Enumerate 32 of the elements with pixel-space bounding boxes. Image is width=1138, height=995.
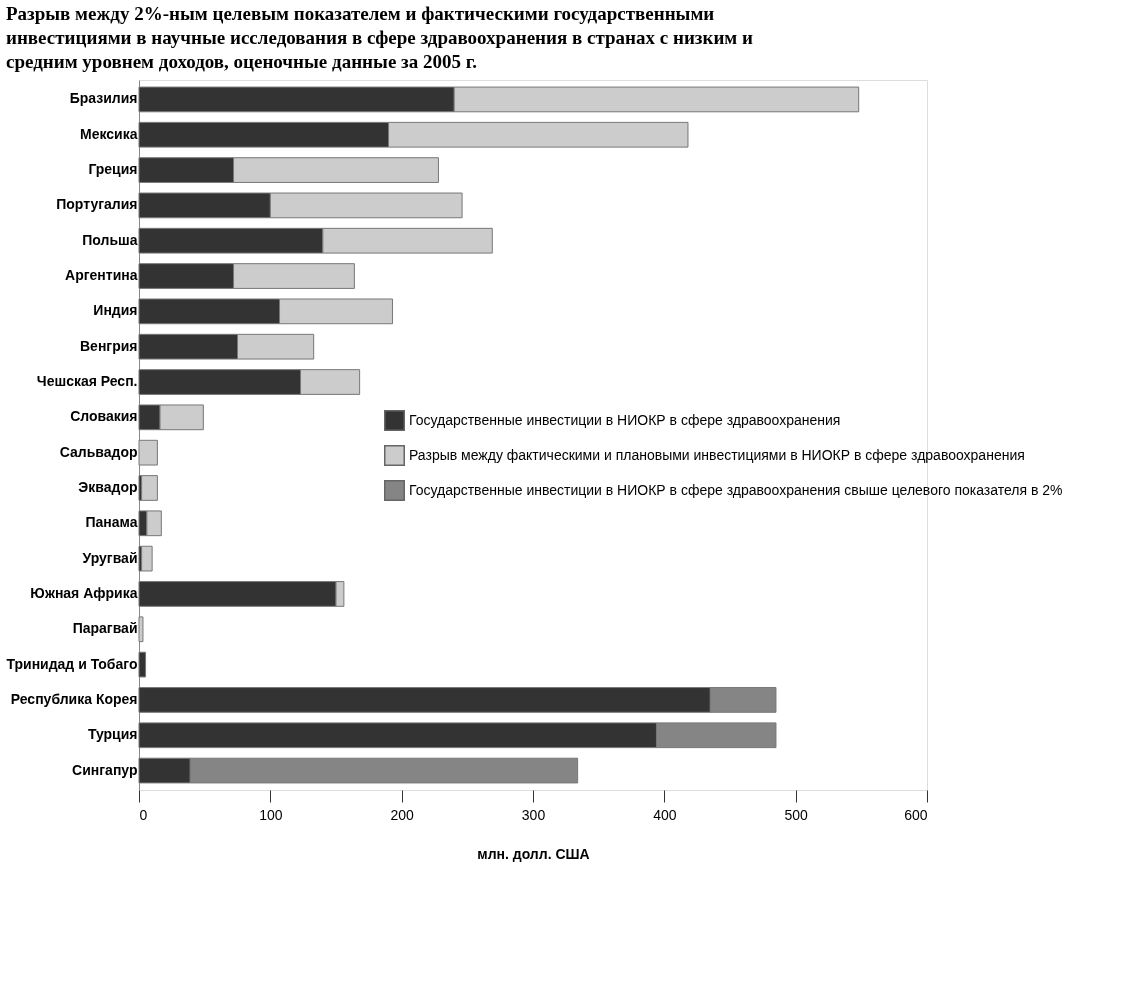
y-tick-label: Португалия [56, 196, 138, 213]
chart-title: Разрыв между 2%-ным целевым показателем и фактическими государственными инвестициями в научные исследования в сфере здравоохранения в странах с низким и средним уровнем доходов, оценочные данные за 2005 г. [5, 3, 754, 72]
y-tick-label: Польша [82, 231, 138, 248]
y-tick-label: Бразилия [69, 90, 138, 107]
x-axis-title: млн. долл. США [477, 845, 590, 862]
y-tick-label: Чешская Респ. [36, 373, 138, 390]
y-tick-label: Тринидад и Тобаго [6, 655, 138, 672]
y-tick-label: Парагвай [72, 620, 138, 637]
y-tick-label: Сальвадор [59, 443, 138, 460]
y-tick-label: Мексика [80, 125, 138, 142]
y-tick-label: Аргентина [65, 267, 138, 284]
y-tick-label: Венгрия [79, 337, 138, 354]
y-tick-label: Республика Корея [10, 690, 138, 707]
x-tick-label: 100 [259, 806, 283, 823]
y-tick-label: Уругвай [82, 549, 138, 566]
y-tick-label: Сингапур [72, 761, 138, 778]
y-tick-label: Эквадор [78, 478, 138, 495]
x-tick-label: 400 [653, 806, 677, 823]
y-tick-label: Турция [87, 726, 138, 743]
y-tick-label: Греция [88, 161, 138, 178]
y-tick-label: Словакия [70, 408, 138, 425]
legend-label: Государственные инвестиции в НИОКР в сфере здравоохранения [409, 411, 841, 428]
y-tick-label: Южная Африка [30, 584, 138, 601]
x-tick-label: 300 [521, 806, 546, 823]
y-tick-label: Индия [93, 302, 138, 319]
legend-label: Государственные инвестиции в НИОКР в сфере здравоохранения свыше целевого показателя в 2% [409, 481, 1063, 498]
x-tick-label: 200 [390, 806, 415, 823]
x-tick-label: 500 [784, 806, 809, 823]
y-tick-label: Панама [85, 514, 138, 531]
x-tick-label: 600 [904, 806, 928, 823]
x-tick-label: 0 [139, 806, 148, 823]
legend-label: Разрыв между фактическими и плановыми инвестициями в НИОКР в сфере здравоохранения [409, 446, 1025, 463]
